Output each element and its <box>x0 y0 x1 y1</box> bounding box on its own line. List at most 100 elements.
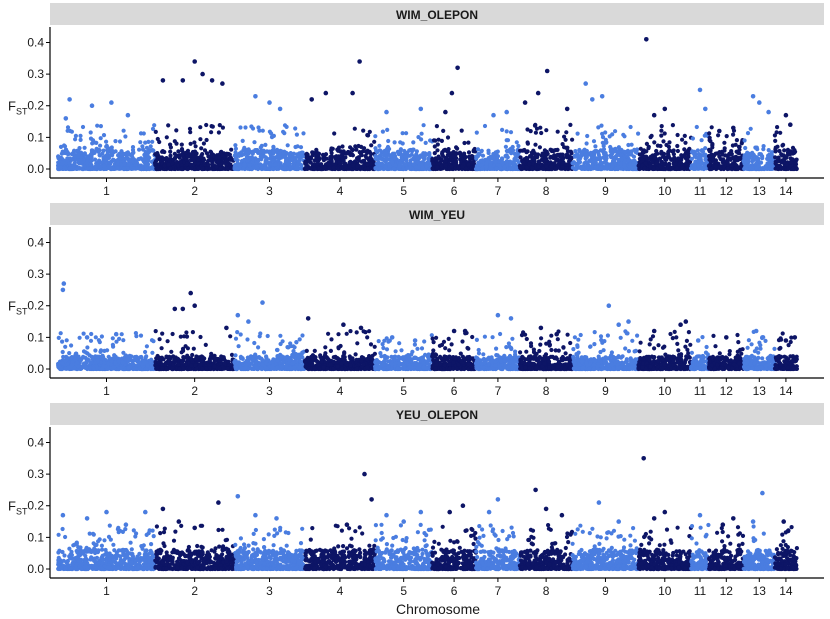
data-point <box>60 349 65 355</box>
data-point <box>97 153 102 158</box>
data-point <box>255 165 260 171</box>
data-point <box>77 335 82 340</box>
data-point <box>453 158 458 163</box>
data-point <box>380 129 385 134</box>
data-point <box>790 166 796 172</box>
data-point <box>262 162 267 167</box>
data-point <box>106 361 111 366</box>
data-point <box>305 152 310 157</box>
data-point <box>470 154 475 159</box>
data-point <box>510 166 515 172</box>
data-point <box>176 149 181 154</box>
data-point <box>56 364 62 370</box>
data-point <box>271 133 276 138</box>
data-point <box>629 149 634 154</box>
data-point <box>120 360 125 365</box>
x-tick-label: 13 <box>753 184 767 198</box>
x-tick-label: 12 <box>720 384 734 398</box>
data-point <box>354 147 359 152</box>
data-point <box>153 161 158 166</box>
data-point <box>217 155 222 160</box>
data-point <box>543 158 548 163</box>
data-point <box>462 154 467 159</box>
data-point <box>99 334 104 339</box>
panel-title: WIM_OLEPON <box>396 8 478 22</box>
outlier-point <box>697 87 703 93</box>
data-point <box>67 351 72 356</box>
data-point <box>72 148 77 153</box>
data-point <box>773 149 778 154</box>
outlier-point <box>599 94 605 99</box>
data-point <box>111 157 116 162</box>
outlier-point <box>267 100 272 105</box>
data-point <box>491 155 496 160</box>
data-point <box>69 152 74 157</box>
data-point <box>604 165 610 170</box>
data-point <box>119 366 124 371</box>
data-point <box>424 161 430 166</box>
data-point <box>756 163 761 168</box>
data-point <box>67 365 72 371</box>
data-point <box>178 160 183 165</box>
data-point <box>568 122 573 127</box>
x-tick-label: 5 <box>400 184 407 198</box>
data-point <box>555 152 560 157</box>
data-point <box>528 154 533 159</box>
data-point <box>443 163 448 168</box>
data-point <box>500 127 505 132</box>
data-point <box>460 164 465 169</box>
data-point <box>355 164 360 169</box>
data-point <box>73 351 78 356</box>
data-point <box>749 166 755 171</box>
data-point <box>134 334 139 339</box>
data-point <box>184 162 190 167</box>
data-point <box>132 358 137 363</box>
data-point <box>403 154 408 159</box>
data-point <box>233 150 238 155</box>
data-point <box>104 139 109 144</box>
outlier-point <box>783 112 789 118</box>
data-point <box>420 154 425 160</box>
data-point <box>564 162 569 167</box>
data-point <box>343 155 348 160</box>
data-point <box>166 162 171 167</box>
data-point <box>659 133 664 138</box>
data-point <box>736 144 742 149</box>
data-point <box>130 147 136 153</box>
data-point <box>411 156 416 161</box>
data-point <box>584 153 590 158</box>
data-point <box>112 353 117 358</box>
data-point <box>773 138 778 143</box>
data-point <box>781 160 786 165</box>
data-point <box>724 134 729 139</box>
outlier-point <box>590 97 595 102</box>
data-point <box>148 165 154 171</box>
data-point <box>208 158 213 163</box>
data-point <box>504 148 509 154</box>
data-point <box>104 144 109 149</box>
outlier-point <box>544 68 550 74</box>
data-point <box>199 146 204 151</box>
data-point <box>594 148 599 154</box>
data-point <box>599 123 604 128</box>
data-point <box>407 148 412 153</box>
data-point <box>542 148 548 153</box>
data-point <box>119 332 124 337</box>
data-point <box>92 150 97 155</box>
data-point <box>97 148 102 153</box>
data-point <box>659 128 664 133</box>
data-point <box>102 348 107 353</box>
data-point <box>439 138 444 143</box>
outlier-point <box>277 106 283 112</box>
data-point <box>659 149 664 154</box>
x-tick-label: 7 <box>495 184 502 198</box>
data-point <box>769 153 774 158</box>
data-point <box>288 165 293 170</box>
data-point <box>439 157 444 162</box>
outlier-point <box>522 100 528 105</box>
data-point <box>162 149 167 155</box>
data-point <box>610 163 615 168</box>
data-point <box>350 153 355 158</box>
data-point <box>121 128 126 133</box>
data-point <box>293 144 298 150</box>
